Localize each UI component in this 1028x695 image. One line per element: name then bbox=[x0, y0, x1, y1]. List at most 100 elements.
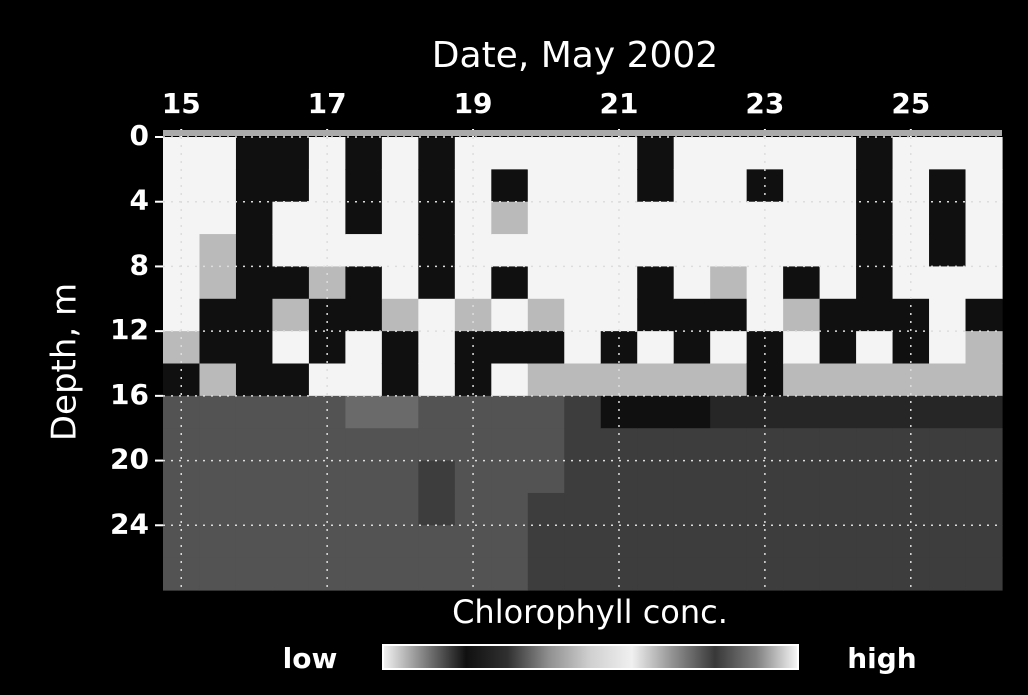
heatmap-cell bbox=[235, 460, 274, 494]
chart-title: Date, May 2002 bbox=[432, 35, 718, 76]
heatmap-cell bbox=[564, 557, 602, 591]
heatmap-cell bbox=[929, 363, 967, 397]
heatmap-cell bbox=[199, 363, 237, 397]
heatmap-cell bbox=[673, 460, 711, 494]
heatmap-cell bbox=[381, 137, 419, 170]
heatmap-cell bbox=[272, 234, 310, 268]
heatmap-cell bbox=[892, 395, 930, 429]
heatmap-cell bbox=[381, 492, 419, 526]
heatmap-cell bbox=[965, 137, 1003, 170]
heatmap-cell bbox=[783, 331, 821, 365]
heatmap-cell bbox=[381, 557, 419, 591]
heatmap-cell bbox=[746, 331, 784, 365]
heatmap-cell bbox=[600, 363, 638, 397]
heatmap-cell bbox=[819, 363, 857, 397]
heatmap-cell bbox=[637, 201, 675, 235]
heatmap-cell bbox=[491, 169, 529, 203]
y-tick-label: 12 bbox=[110, 313, 149, 346]
heatmap-cell bbox=[600, 395, 638, 429]
heatmap-cell bbox=[381, 363, 419, 397]
heatmap-cell bbox=[345, 428, 383, 462]
heatmap-cell bbox=[746, 363, 784, 397]
heatmap-cell bbox=[965, 525, 1003, 559]
heatmap-cell bbox=[199, 266, 237, 300]
heatmap-cell bbox=[673, 557, 711, 591]
heatmap-cell bbox=[199, 137, 237, 170]
heatmap-cell bbox=[418, 492, 456, 526]
heatmap-cell bbox=[454, 395, 492, 429]
heatmap-cell bbox=[418, 557, 456, 591]
y-axis-label: Depth, m bbox=[45, 283, 85, 441]
heatmap-cell bbox=[527, 201, 565, 235]
heatmap-cell bbox=[783, 492, 821, 526]
heatmap-cell bbox=[272, 492, 310, 526]
heatmap-cell bbox=[527, 492, 565, 526]
heatmap-cell bbox=[491, 460, 529, 494]
heatmap-cell bbox=[235, 201, 274, 235]
heatmap-cell bbox=[746, 298, 784, 332]
heatmap-cell bbox=[527, 234, 565, 268]
heatmap-cell bbox=[892, 331, 930, 365]
heatmap-cell bbox=[199, 298, 237, 332]
heatmap-cell bbox=[856, 234, 894, 268]
heatmap-cell bbox=[856, 298, 894, 332]
heatmap-cell bbox=[345, 363, 383, 397]
heatmap-cell bbox=[637, 460, 675, 494]
heatmap-cell bbox=[710, 201, 748, 235]
heatmap-cell bbox=[527, 460, 565, 494]
heatmap-cell bbox=[783, 201, 821, 235]
heatmap-cell bbox=[856, 169, 894, 203]
heatmap-cell bbox=[235, 428, 274, 462]
heatmap-cell bbox=[381, 298, 419, 332]
heatmap-cell bbox=[856, 201, 894, 235]
x-tick-label: 25 bbox=[891, 87, 930, 120]
heatmap-cell bbox=[673, 201, 711, 235]
heatmap-cell bbox=[272, 298, 310, 332]
heatmap-cell bbox=[929, 395, 967, 429]
heatmap-cell bbox=[527, 395, 565, 429]
heatmap-cell bbox=[345, 137, 383, 170]
heatmap-cell bbox=[491, 428, 529, 462]
heatmap-cell bbox=[929, 298, 967, 332]
heatmap-cell bbox=[491, 331, 529, 365]
heatmap-cell bbox=[746, 395, 784, 429]
heatmap-cell bbox=[418, 331, 456, 365]
colorbar-high: high bbox=[847, 642, 917, 675]
heatmap-cell bbox=[965, 234, 1003, 268]
heatmap-cell bbox=[965, 395, 1003, 429]
heatmap-cell bbox=[491, 363, 529, 397]
heatmap-cell bbox=[673, 169, 711, 203]
heatmap-cell bbox=[381, 201, 419, 235]
y-tick-label: 24 bbox=[110, 507, 149, 540]
heatmap-cell bbox=[600, 331, 638, 365]
heatmap-cell bbox=[929, 492, 967, 526]
heatmap-cell bbox=[819, 201, 857, 235]
heatmap-cell bbox=[235, 234, 274, 268]
heatmap-cell bbox=[199, 460, 237, 494]
heatmap-cell bbox=[418, 201, 456, 235]
heatmap-cell bbox=[491, 298, 529, 332]
heatmap-cell bbox=[199, 201, 237, 235]
heatmap-cell bbox=[929, 137, 967, 170]
heatmap-cell bbox=[929, 460, 967, 494]
heatmap-cell bbox=[965, 298, 1003, 332]
heatmap-cell bbox=[710, 298, 748, 332]
heatmap-cell bbox=[783, 266, 821, 300]
heatmap-cell bbox=[710, 492, 748, 526]
heatmap-cell bbox=[637, 363, 675, 397]
heatmap-cell bbox=[381, 234, 419, 268]
heatmap-cell bbox=[345, 201, 383, 235]
heatmap-cell bbox=[783, 137, 821, 170]
heatmap-cell bbox=[637, 525, 675, 559]
heatmap-cell bbox=[965, 492, 1003, 526]
heatmap-cell bbox=[564, 201, 602, 235]
heatmap-cell bbox=[710, 331, 748, 365]
heatmap-cell bbox=[564, 492, 602, 526]
heatmap-cell bbox=[163, 331, 201, 365]
heatmap-cell bbox=[929, 331, 967, 365]
heatmap-cell bbox=[637, 234, 675, 268]
heatmap-cell bbox=[527, 298, 565, 332]
heatmap-cell bbox=[673, 363, 711, 397]
x-tick-label: 15 bbox=[162, 87, 201, 120]
